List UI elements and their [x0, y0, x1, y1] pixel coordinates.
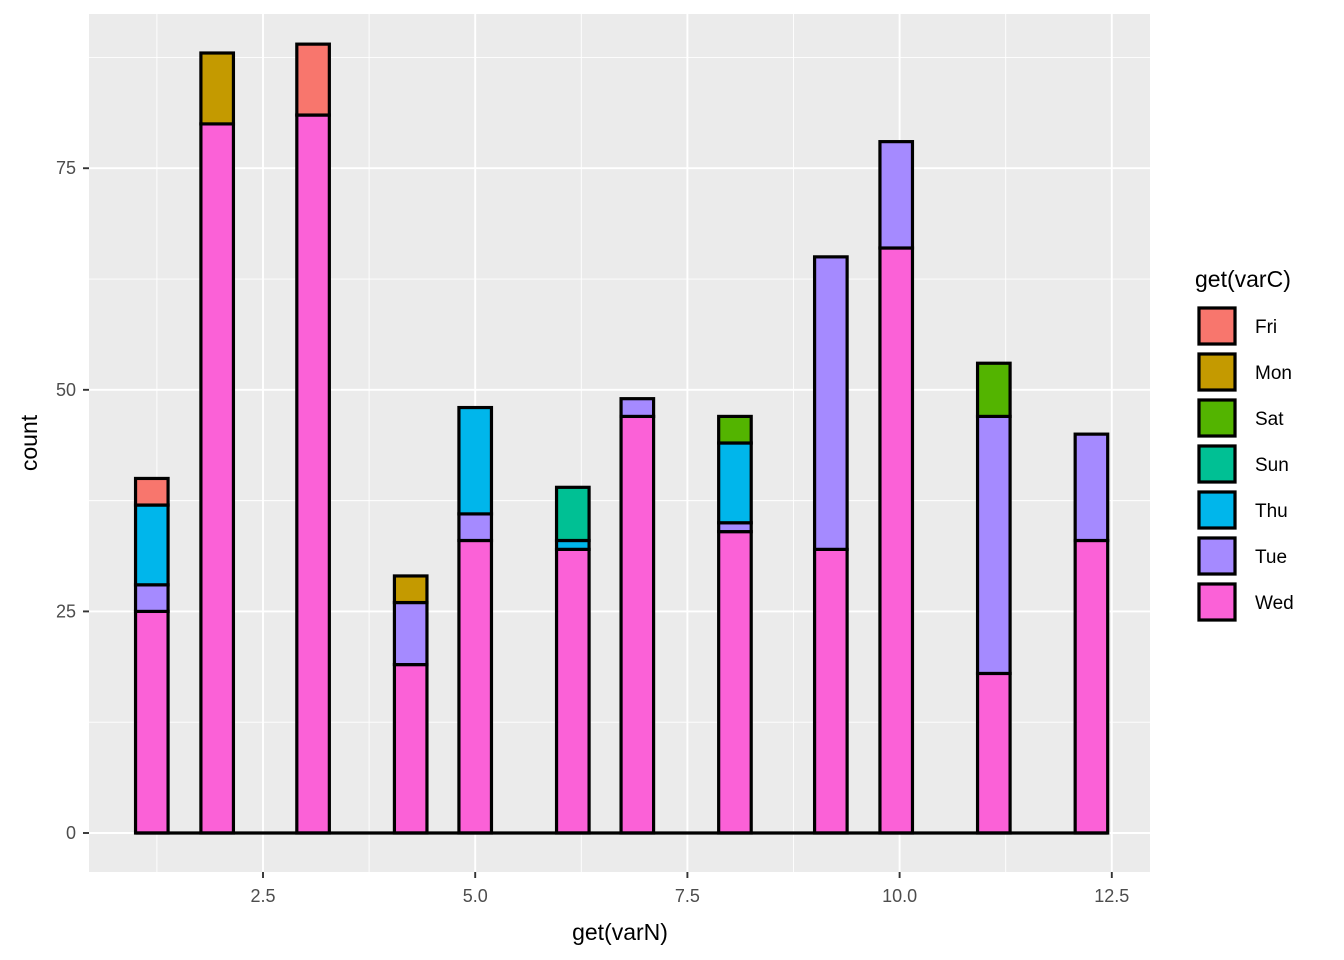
legend-items: Fri Mon Sat Sun Thu Tue Wed: [1197, 306, 1294, 622]
legend-item-wed: Wed: [1197, 582, 1294, 622]
bar-segment-tue: [619, 397, 656, 419]
legend-swatch-wed: [1197, 582, 1237, 622]
legend-label: Mon: [1255, 363, 1292, 384]
bar-segment-sun: [554, 485, 591, 543]
bar-segment-wed: [199, 122, 236, 835]
bar-segment-tue: [457, 512, 494, 543]
bar-segment-sat: [717, 414, 753, 445]
legend-item-tue: Tue: [1197, 536, 1287, 576]
legend-title: get(varC): [1195, 266, 1291, 292]
y-axis: 0 25 50 75: [56, 158, 89, 843]
bar-segment-tue: [1073, 432, 1110, 543]
legend-item-sun: Sun: [1197, 444, 1289, 484]
bar-segment-fri: [133, 476, 170, 507]
x-tick-label: 12.5: [1094, 886, 1129, 906]
legend-swatch-sat: [1197, 398, 1237, 438]
bar-segment-fri: [295, 42, 331, 117]
legend-label: Sat: [1255, 409, 1284, 430]
bar-segment-wed: [554, 547, 591, 835]
bar-segment-thu: [133, 503, 170, 587]
y-tick-label: 50: [56, 380, 76, 400]
legend-swatch-mon: [1197, 352, 1237, 392]
bar-segment-wed: [878, 246, 915, 835]
legend-swatch-fri: [1197, 306, 1237, 346]
legend-label: Thu: [1255, 501, 1288, 522]
bar-segment-mon: [199, 51, 236, 126]
legend-swatch-tue: [1197, 536, 1237, 576]
bar-segment-thu: [717, 441, 753, 525]
y-axis-title: count: [16, 414, 42, 471]
bar-segment-tue: [392, 600, 429, 667]
legend-item-sat: Sat: [1197, 398, 1284, 438]
x-tick-label: 2.5: [250, 886, 275, 906]
legend-swatch-sun: [1197, 444, 1237, 484]
legend-label: Tue: [1255, 547, 1287, 568]
bar-segment-tue: [133, 583, 170, 614]
legend-item-thu: Thu: [1197, 490, 1288, 530]
legend-item-fri: Fri: [1197, 306, 1277, 346]
bar-segment-wed: [295, 113, 331, 835]
bar-segment-wed: [133, 609, 170, 835]
bar-segment-wed: [975, 671, 1012, 835]
legend: get(varC) Fri Mon Sat Sun Thu Tue Wed: [1195, 266, 1294, 622]
bar-segment-wed: [717, 530, 753, 835]
legend-label: Sun: [1255, 455, 1289, 476]
bar-segment-wed: [1073, 538, 1110, 835]
legend-item-mon: Mon: [1197, 352, 1292, 392]
bar-segment-mon: [392, 574, 429, 605]
y-tick-label: 0: [66, 823, 76, 843]
x-axis-title: get(varN): [572, 919, 668, 945]
bar-segment-tue: [975, 414, 1012, 676]
x-axis: 2.5 5.0 7.5 10.0 12.5: [250, 872, 1129, 906]
y-tick-label: 25: [56, 601, 76, 621]
bar-segment-wed: [392, 662, 429, 835]
x-tick-label: 5.0: [463, 886, 488, 906]
bar-segment-wed: [812, 547, 849, 835]
x-tick-label: 7.5: [675, 886, 700, 906]
legend-label: Wed: [1255, 593, 1294, 614]
bar-segment-wed: [457, 538, 494, 835]
x-tick-label: 10.0: [882, 886, 917, 906]
bar-segment-thu: [457, 405, 494, 516]
legend-swatch-thu: [1197, 490, 1237, 530]
bar-segment-tue: [812, 255, 849, 551]
bar-segment-wed: [619, 414, 656, 835]
y-tick-label: 75: [56, 158, 76, 178]
bar-segment-sat: [975, 361, 1012, 419]
bar-segment-tue: [878, 140, 915, 250]
bars-layer: [133, 42, 1110, 835]
legend-label: Fri: [1255, 317, 1277, 338]
